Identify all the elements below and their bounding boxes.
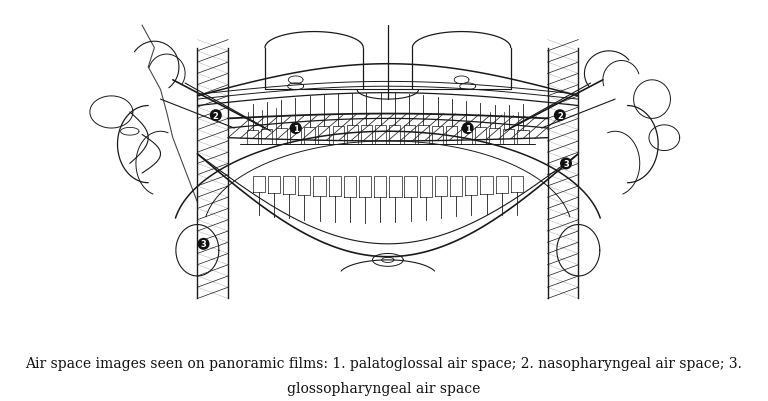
Text: 3: 3 — [563, 160, 569, 168]
Text: 2: 2 — [557, 111, 563, 120]
Text: glossopharyngeal air space: glossopharyngeal air space — [287, 381, 481, 395]
Text: 1: 1 — [465, 124, 471, 133]
Text: 1: 1 — [293, 124, 299, 133]
Text: 2: 2 — [213, 111, 219, 120]
Text: 3: 3 — [200, 240, 207, 249]
Text: Air space images seen on panoramic films: 1. palatoglossal air space; 2. nasopha: Air space images seen on panoramic films… — [25, 356, 743, 370]
